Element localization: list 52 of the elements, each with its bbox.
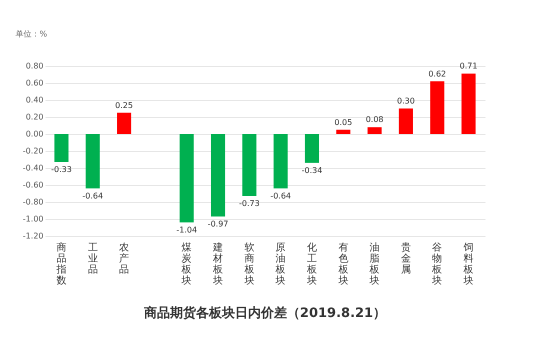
- y-tick-label: 0.80: [26, 62, 44, 70]
- x-tick-label: 饲料板块: [462, 242, 474, 286]
- y-tick-label: -0.40: [22, 164, 44, 172]
- data-label: -1.04: [176, 225, 198, 234]
- data-label: -0.64: [82, 191, 104, 200]
- data-label: 0.08: [366, 115, 384, 124]
- bar: [336, 130, 350, 134]
- x-tick-label: 化工板块: [306, 242, 317, 286]
- y-tick-label: 0.60: [26, 78, 44, 88]
- data-label: -0.97: [208, 219, 228, 228]
- bar: [462, 74, 476, 134]
- bar: [242, 134, 256, 196]
- bar: [117, 112, 132, 134]
- bar: [368, 127, 382, 134]
- bar: [210, 134, 226, 216]
- x-tick-label: 油脂板块: [368, 242, 380, 286]
- bar: [180, 134, 194, 222]
- x-tick-label: 谷物板块: [431, 242, 442, 286]
- bar: [274, 134, 288, 188]
- y-tick-label: -1.00: [22, 214, 44, 224]
- bar: [86, 134, 100, 188]
- x-tick-label: 有色板块: [337, 242, 348, 286]
- y-tick-label: 0.20: [26, 112, 44, 122]
- x-tick-label: 工业品: [88, 242, 98, 276]
- data-label: -0.64: [270, 191, 292, 200]
- x-tick-label: 原油板块: [274, 242, 286, 286]
- data-label: 0.05: [334, 118, 352, 127]
- y-axis-title: 单位：%: [16, 30, 48, 38]
- data-label: 0.30: [397, 96, 415, 106]
- text: 商品期货各板块日内价差（2019.8.21）: [142, 305, 386, 321]
- y-tick-label: -0.80: [22, 198, 44, 206]
- y-tick-label: -0.20: [22, 146, 44, 156]
- bar: [430, 81, 444, 134]
- data-label: -0.73: [238, 199, 260, 208]
- y-tick-label: 0.00: [26, 130, 44, 138]
- x-tick-label: 建材板块: [212, 242, 224, 286]
- y-tick-label: 0.40: [26, 96, 44, 104]
- bar: [54, 134, 68, 162]
- x-tick-label: 农产品: [119, 242, 130, 276]
- y-tick-label: -0.60: [22, 180, 44, 190]
- x-tick-label: 贵金属: [400, 242, 411, 276]
- bar: [398, 108, 413, 134]
- data-label: 0.62: [428, 69, 446, 78]
- y-tick-label: -1.20: [22, 232, 44, 240]
- bar: [304, 134, 320, 163]
- x-tick-label: 商品指数: [55, 242, 66, 286]
- data-label: -0.34: [302, 166, 322, 175]
- data-label: 0.25: [115, 100, 133, 110]
- data-label: -0.33: [51, 165, 72, 174]
- x-tick-label: 煤炭板块: [180, 242, 192, 286]
- x-tick-label: 软商板块: [243, 242, 254, 286]
- data-label: 0.71: [460, 62, 478, 71]
